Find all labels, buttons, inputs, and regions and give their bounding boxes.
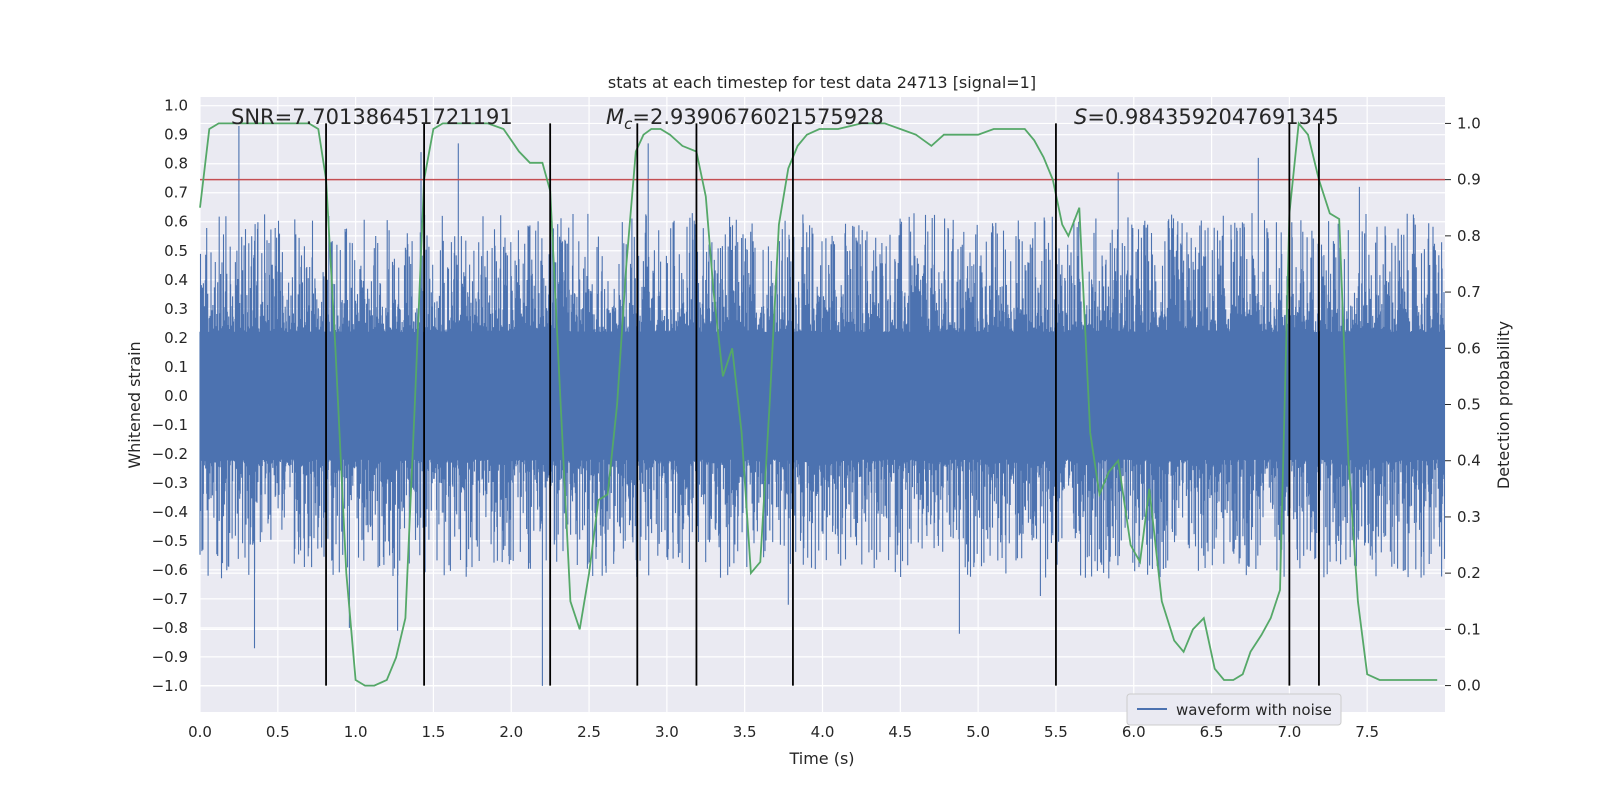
spin-annotation: S=0.9843592047691345	[1074, 105, 1339, 129]
y-tick-label-16: −0.6	[152, 561, 188, 579]
y2-tick-label-2: 0.8	[1457, 227, 1481, 245]
y-tick-label-11: −0.1	[152, 416, 188, 434]
x-tick-label-7: 3.5	[733, 723, 757, 741]
x-tick-label-8: 4.0	[811, 723, 835, 741]
legend-box	[1126, 693, 1342, 726]
y-tick-label-9: 0.1	[164, 358, 188, 376]
y2-tick-label-3: 0.7	[1457, 283, 1481, 301]
y2-tick-label-7: 0.3	[1457, 508, 1481, 526]
y-tick-label-5: 0.5	[164, 242, 188, 260]
x-tick-label-13: 6.5	[1200, 723, 1224, 741]
y-tick-label-7: 0.3	[164, 300, 188, 318]
y-tick-label-6: 0.4	[164, 271, 188, 289]
y-tick-label-19: −0.9	[152, 648, 188, 666]
x-tick-label-5: 2.5	[577, 723, 601, 741]
y-tick-label-17: −0.7	[152, 590, 188, 608]
y-tick-label-12: −0.2	[152, 445, 188, 463]
y-tick-label-1: 0.9	[164, 126, 188, 144]
y2-tick-label-5: 0.5	[1457, 396, 1481, 414]
x-tick-label-9: 4.5	[888, 723, 912, 741]
y2-tick-label-6: 0.4	[1457, 452, 1481, 470]
y2-tick-label-10: 0.0	[1457, 677, 1481, 695]
snr-annotation: SNR=7.701386451721191	[231, 105, 513, 129]
x-tick-label-11: 5.5	[1044, 723, 1068, 741]
y-tick-label-18: −0.8	[152, 619, 188, 637]
y-tick-label-15: −0.5	[152, 532, 188, 550]
x-tick-label-4: 2.0	[499, 723, 523, 741]
y-tick-label-4: 0.6	[164, 213, 188, 231]
x-axis-label: Time (s)	[788, 749, 854, 768]
x-tick-label-6: 3.0	[655, 723, 679, 741]
y-tick-label-10: 0.0	[164, 387, 188, 405]
y2-tick-label-1: 0.9	[1457, 171, 1481, 189]
x-tick-label-12: 6.0	[1122, 723, 1146, 741]
y-tick-label-13: −0.3	[152, 474, 188, 492]
y-tick-label-8: 0.2	[164, 329, 188, 347]
x-tick-label-15: 7.5	[1355, 723, 1379, 741]
x-tick-label-0: 0.0	[188, 723, 212, 741]
y2-tick-label-9: 0.1	[1457, 620, 1481, 638]
y-tick-label-14: −0.4	[152, 503, 188, 521]
x-tick-label-1: 0.5	[266, 723, 290, 741]
y-tick-label-20: −1.0	[152, 677, 188, 695]
legend-entry: waveform with noise	[1176, 701, 1332, 719]
x-tick-labels: 0.0 0.5 1.0 1.5 2.0 2.5 3.0 3.5 4.0 4.5 5.0 5.5 6.0 6…	[188, 723, 1379, 741]
y2-tick-label-0: 1.0	[1457, 114, 1481, 132]
y2-tick-label-8: 0.2	[1457, 564, 1481, 582]
y2-tick-label-4: 0.6	[1457, 339, 1481, 357]
y2-axis-label: Detection probability	[1494, 321, 1513, 489]
x-tick-label-3: 1.5	[422, 723, 446, 741]
x-tick-label-2: 1.0	[344, 723, 368, 741]
chirp-mass-annotation: Mc=2.9390676021575928	[606, 105, 884, 133]
legend: waveform with noise	[1126, 693, 1342, 726]
y-tick-label-3: 0.7	[164, 184, 188, 202]
x-tick-label-10: 5.0	[966, 723, 990, 741]
y-axis-label: Whitened strain	[125, 341, 144, 468]
x-tick-label-14: 7.0	[1277, 723, 1301, 741]
chart-title: stats at each timestep for test data 247…	[608, 73, 1036, 92]
y-tick-label-2: 0.8	[164, 155, 188, 173]
vertical-markers	[325, 123, 1320, 686]
y-tick-label-0: 1.0	[164, 97, 188, 115]
y-tick-labels: 1.0 0.9 0.8 0.7 0.6 0.5 0.4 0.3 0.2 0.1 0.0 −0.1 −0.…	[152, 97, 188, 695]
y2-tick-labels: 1.0 0.9 0.8 0.7 0.6 0.5 0.4 0.3 0.2 0.1 0.0	[1445, 114, 1481, 695]
